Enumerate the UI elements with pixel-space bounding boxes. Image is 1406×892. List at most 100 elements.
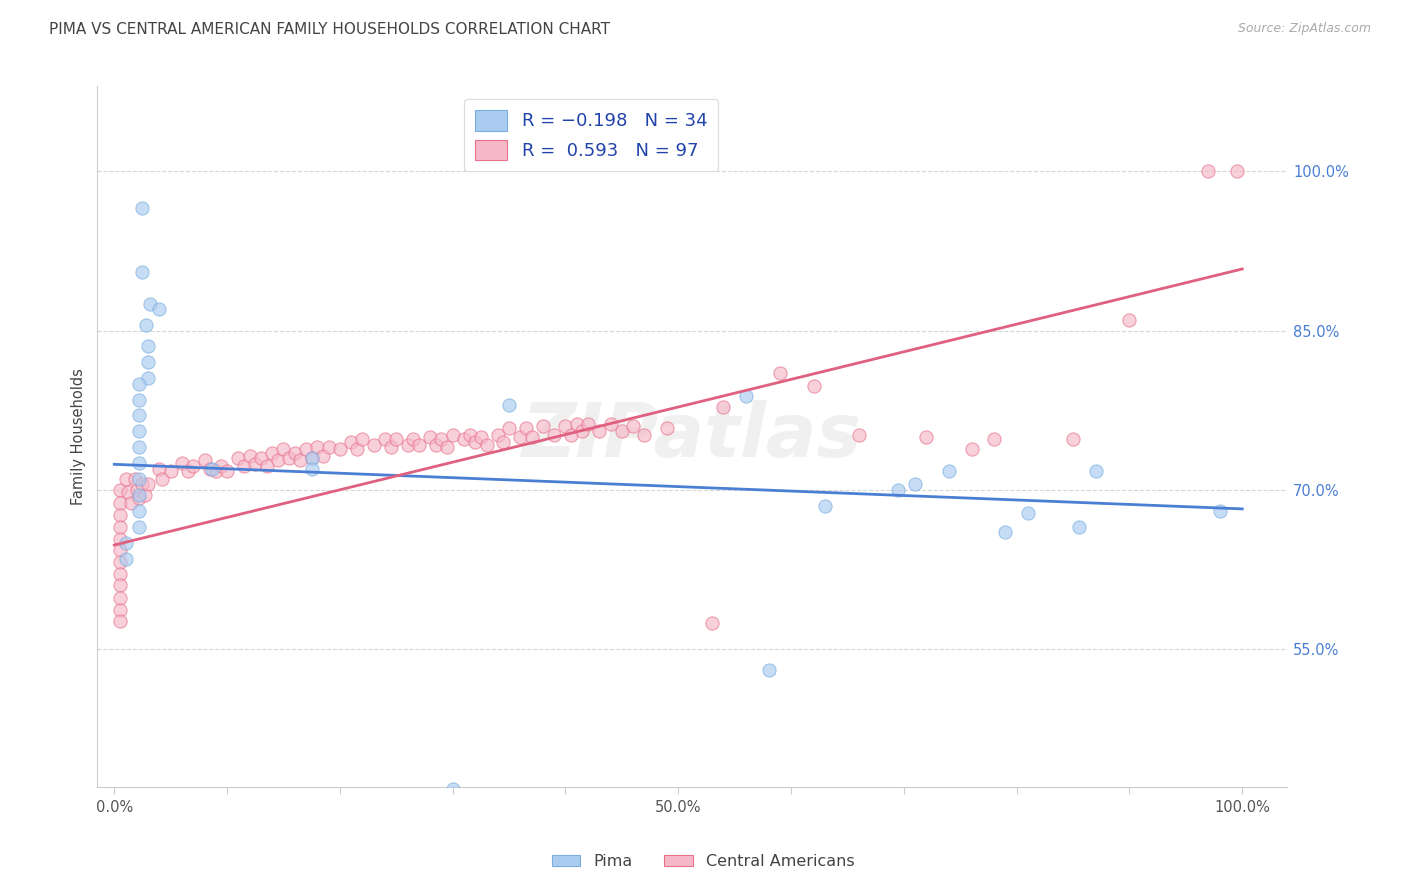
Point: [301, 450, 323, 465]
Point: [441, 427, 464, 442]
Point: [201, 461, 224, 475]
Point: [960, 442, 983, 457]
Point: [131, 477, 153, 491]
Point: [181, 459, 204, 474]
Point: [204, 464, 226, 478]
Point: [498, 398, 520, 412]
Point: [233, 459, 256, 474]
Point: [758, 663, 780, 677]
Point: [128, 504, 150, 518]
Point: [419, 430, 441, 444]
Point: [363, 438, 385, 452]
Point: [576, 417, 599, 431]
Point: [565, 417, 588, 431]
Point: [108, 520, 131, 534]
Point: [131, 202, 153, 216]
Point: [464, 435, 486, 450]
Point: [520, 430, 543, 444]
Point: [209, 459, 232, 474]
Point: [125, 483, 148, 497]
Point: [983, 432, 1005, 446]
Point: [385, 432, 408, 446]
Point: [554, 419, 576, 434]
Point: [915, 430, 938, 444]
Point: [621, 419, 644, 434]
Point: [425, 438, 447, 452]
Point: [571, 425, 593, 439]
Text: ZIPatlas: ZIPatlas: [523, 401, 862, 474]
Point: [136, 355, 159, 369]
Point: [128, 409, 150, 423]
Point: [560, 427, 582, 442]
Point: [301, 450, 323, 465]
Point: [329, 442, 352, 457]
Point: [150, 472, 173, 486]
Point: [441, 782, 464, 797]
Point: [352, 432, 374, 446]
Point: [498, 421, 520, 435]
Point: [318, 440, 340, 454]
Point: [128, 488, 150, 502]
Point: [430, 432, 453, 446]
Point: [814, 499, 837, 513]
Point: [128, 425, 150, 439]
Point: [108, 591, 131, 605]
Point: [408, 438, 430, 452]
Point: [128, 472, 150, 486]
Point: [108, 603, 131, 617]
Point: [239, 449, 262, 463]
Point: [588, 425, 610, 439]
Point: [273, 442, 295, 457]
Point: [887, 483, 910, 497]
Point: [475, 438, 498, 452]
Point: [135, 318, 157, 333]
Point: [1062, 432, 1084, 446]
Point: [136, 477, 159, 491]
Point: [148, 461, 170, 475]
Point: [128, 491, 150, 506]
Point: [170, 456, 193, 470]
Point: [1118, 313, 1140, 327]
Point: [114, 472, 136, 486]
Point: [492, 435, 515, 450]
Point: [1017, 506, 1039, 520]
Legend: R = −0.198   N = 34, R =  0.593   N = 97: R = −0.198 N = 34, R = 0.593 N = 97: [464, 99, 718, 171]
Legend: Pima, Central Americans: Pima, Central Americans: [546, 847, 860, 875]
Point: [994, 525, 1017, 540]
Point: [284, 445, 307, 459]
Point: [256, 459, 278, 474]
Point: [128, 392, 150, 407]
Point: [290, 453, 312, 467]
Point: [108, 532, 131, 546]
Y-axis label: Family Households: Family Households: [72, 368, 86, 505]
Point: [217, 464, 239, 478]
Point: [346, 442, 368, 457]
Point: [108, 543, 131, 558]
Text: PIMA VS CENTRAL AMERICAN FAMILY HOUSEHOLDS CORRELATION CHART: PIMA VS CENTRAL AMERICAN FAMILY HOUSEHOL…: [49, 22, 610, 37]
Point: [1067, 520, 1090, 534]
Point: [374, 432, 396, 446]
Point: [228, 450, 250, 465]
Point: [295, 442, 318, 457]
Point: [117, 484, 139, 499]
Point: [735, 389, 758, 403]
Point: [1226, 164, 1249, 178]
Point: [108, 555, 131, 569]
Point: [655, 421, 678, 435]
Point: [267, 453, 290, 467]
Point: [250, 450, 273, 465]
Point: [108, 483, 131, 497]
Point: [515, 421, 537, 435]
Point: [108, 508, 131, 523]
Point: [136, 371, 159, 385]
Point: [543, 427, 565, 442]
Point: [114, 551, 136, 566]
Point: [120, 495, 142, 509]
Point: [176, 464, 198, 478]
Point: [128, 376, 150, 391]
Point: [128, 520, 150, 534]
Point: [396, 438, 419, 452]
Point: [278, 450, 301, 465]
Point: [599, 417, 621, 431]
Point: [610, 425, 633, 439]
